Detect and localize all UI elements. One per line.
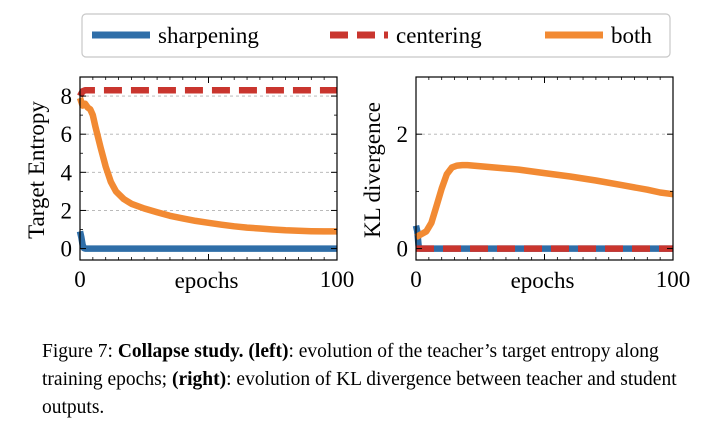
series-line-sharpening bbox=[76, 230, 337, 252]
series-line-both bbox=[76, 96, 337, 235]
legend: sharpening centering both bbox=[81, 13, 671, 58]
series-line-both bbox=[414, 161, 674, 240]
series-line-centering bbox=[77, 87, 337, 98]
legend-label-centering: centering bbox=[396, 23, 482, 48]
caption-text-2: : evolution of KL divergence between tea… bbox=[42, 369, 677, 418]
y-tick-label: 2 bbox=[61, 198, 73, 223]
y-tick-label: 4 bbox=[61, 160, 73, 185]
x-axis-label: epochs bbox=[175, 268, 239, 293]
caption-figure-label: Figure 7: bbox=[42, 341, 113, 362]
chart-right: 0 2 0 100 epochs KL divergence bbox=[360, 76, 691, 293]
y-tick-label: 0 bbox=[61, 237, 73, 262]
series-line-sharpening bbox=[412, 224, 673, 252]
caption-bold-title: Collapse study. bbox=[117, 341, 244, 362]
x-tick-label: 0 bbox=[410, 267, 422, 292]
caption-left-tag: (left) bbox=[248, 341, 289, 362]
x-tick-label: 0 bbox=[74, 267, 86, 292]
legend-frame bbox=[81, 13, 671, 58]
y-axis-label: KL divergence bbox=[360, 102, 385, 238]
chart-left: 0 2 4 6 8 0 100 epochs Target Entropy bbox=[24, 76, 355, 293]
figure-caption: Figure 7: Collapse study. (left): evolut… bbox=[42, 338, 712, 422]
x-tick-label: 100 bbox=[656, 267, 691, 292]
legend-label-both: both bbox=[611, 23, 652, 48]
x-tick-label: 100 bbox=[320, 267, 355, 292]
y-tick-label: 2 bbox=[397, 122, 409, 147]
figure: sharpening centering both 0 2 4 6 8 0 100 epochs Ta… bbox=[24, 13, 691, 293]
y-axis-label: Target Entropy bbox=[24, 101, 49, 239]
caption-right-tag: (right) bbox=[171, 369, 227, 390]
x-axis-label: epochs bbox=[511, 268, 575, 293]
y-tick-label: 0 bbox=[397, 237, 409, 262]
y-tick-label: 6 bbox=[61, 122, 73, 147]
legend-label-sharpening: sharpening bbox=[158, 23, 259, 48]
caption-text-1: : evolution of the teacher’s target entr… bbox=[42, 341, 659, 390]
y-tick-label: 8 bbox=[61, 84, 73, 109]
